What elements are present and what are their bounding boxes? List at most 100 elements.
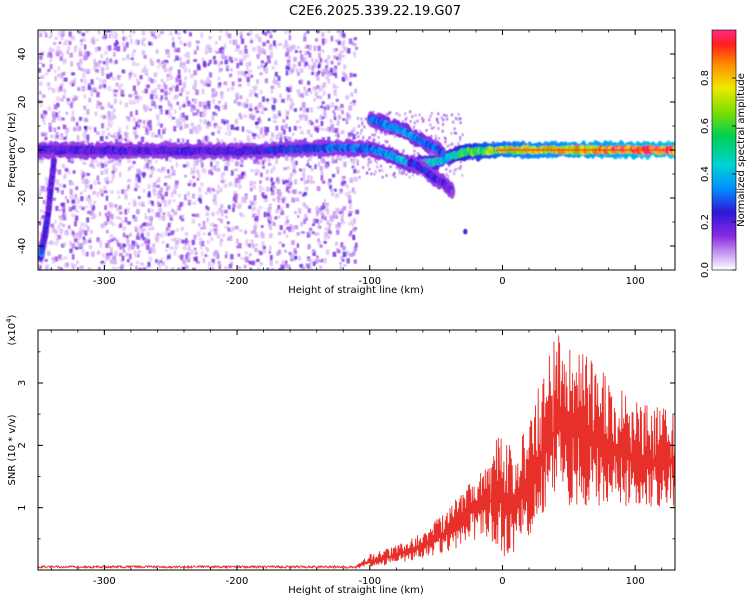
noise-speckle — [240, 34, 243, 39]
noise-speckle — [326, 249, 330, 255]
noise-speckle — [201, 88, 205, 95]
noise-speckle — [148, 223, 152, 227]
noise-speckle — [334, 159, 338, 164]
noise-speckle — [59, 85, 63, 92]
noise-speckle — [243, 173, 247, 179]
noise-speckle — [165, 184, 170, 191]
noise-speckle — [287, 190, 291, 194]
noise-speckle — [260, 233, 265, 239]
noise-speckle — [169, 217, 173, 221]
noise-speckle — [58, 110, 61, 114]
noise-speckle — [237, 84, 242, 87]
noise-speckle — [347, 132, 352, 138]
noise-speckle — [79, 59, 83, 66]
noise-speckle — [84, 205, 88, 209]
noise-speckle — [248, 205, 252, 209]
noise-speckle — [289, 224, 293, 229]
noise-speckle — [218, 35, 222, 41]
noise-speckle — [163, 166, 166, 172]
noise-speckle — [261, 241, 265, 247]
noise-speckle — [311, 65, 315, 71]
noise-speckle — [89, 52, 92, 56]
noise-speckle — [235, 161, 239, 167]
noise-speckle — [280, 264, 284, 270]
noise-speckle — [108, 124, 113, 128]
noise-speckle — [157, 168, 161, 172]
noise-speckle — [341, 55, 345, 58]
noise-speckle — [298, 255, 301, 261]
noise-speckle — [264, 198, 268, 203]
noise-speckle — [311, 249, 315, 254]
noise-speckle — [65, 262, 70, 268]
noise-speckle — [51, 48, 55, 52]
noise-speckle — [306, 129, 311, 135]
noise-speckle — [69, 194, 74, 200]
noise-speckle — [155, 49, 159, 54]
noise-speckle — [133, 216, 138, 222]
noise-speckle — [245, 98, 249, 102]
noise-speckle — [316, 72, 320, 76]
noise-speckle — [112, 60, 116, 65]
noise-speckle — [332, 110, 336, 113]
noise-speckle — [172, 41, 175, 48]
noise-speckle — [145, 127, 149, 132]
noise-speckle — [267, 223, 272, 227]
noise-speckle — [321, 101, 325, 105]
noise-speckle — [352, 51, 356, 55]
noise-speckle — [137, 254, 140, 258]
noise-speckle — [90, 93, 94, 97]
noise-speckle — [129, 38, 133, 45]
noise-speckle — [135, 183, 139, 188]
noise-speckle — [134, 265, 138, 270]
noise-speckle — [181, 226, 185, 230]
noise-speckle — [39, 90, 42, 95]
snr-y-label: SNR (10 * v/v) — [7, 414, 18, 485]
noise-speckle — [311, 71, 314, 75]
noise-speckle — [307, 264, 310, 269]
noise-speckle — [271, 104, 276, 110]
noise-speckle — [72, 35, 76, 41]
noise-speckle — [266, 55, 271, 60]
noise-speckle — [277, 75, 281, 82]
noise-speckle — [73, 95, 77, 99]
noise-speckle — [182, 239, 186, 244]
noise-speckle — [96, 77, 99, 80]
noise-speckle — [75, 209, 79, 213]
noise-speckle — [274, 159, 279, 165]
noise-speckle — [254, 158, 258, 164]
noise-speckle — [58, 41, 62, 45]
noise-speckle — [166, 254, 171, 260]
noise-speckle — [136, 185, 141, 189]
noise-speckle — [348, 105, 353, 111]
noise-speckle — [268, 250, 271, 254]
noise-speckle — [341, 50, 345, 53]
noise-speckle — [111, 223, 116, 226]
noise-speckle — [334, 127, 339, 134]
noise-speckle — [101, 130, 105, 136]
noise-speckle — [64, 196, 68, 200]
noise-speckle — [216, 138, 220, 142]
noise-speckle — [158, 215, 163, 220]
noise-speckle — [284, 221, 289, 226]
noise-speckle — [323, 258, 327, 264]
noise-speckle — [181, 218, 184, 222]
noise-speckle — [93, 200, 97, 204]
noise-speckle — [111, 76, 116, 81]
noise-speckle — [59, 228, 63, 235]
noise-speckle — [80, 67, 84, 72]
noise-speckle — [220, 139, 224, 144]
noise-speckle — [222, 233, 226, 237]
noise-speckle — [244, 256, 248, 261]
noise-speckle — [253, 225, 257, 231]
noise-speckle — [296, 89, 301, 93]
noise-speckle — [280, 210, 285, 216]
noise-speckle — [268, 219, 272, 225]
noise-speckle — [327, 73, 331, 77]
noise-speckle — [318, 259, 323, 263]
noise-speckle — [333, 112, 336, 118]
noise-speckle — [239, 115, 243, 120]
noise-speckle — [207, 187, 211, 192]
noise-speckle — [144, 213, 147, 218]
noise-speckle — [459, 160, 462, 164]
